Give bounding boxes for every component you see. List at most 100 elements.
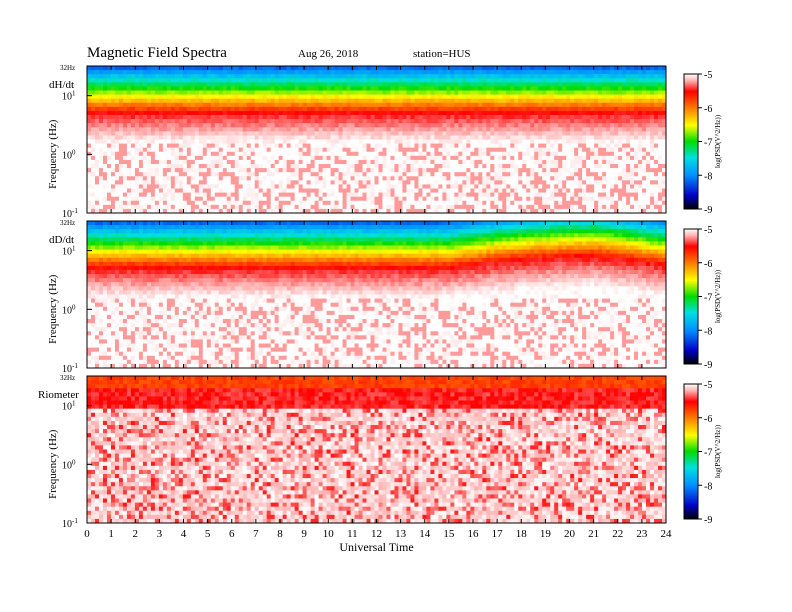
spectrogram-cell (470, 196, 475, 202)
spectrogram-cell (478, 90, 483, 95)
spectrogram-cell (482, 94, 487, 100)
spectrogram-cell (178, 155, 184, 161)
spectrogram-cell (482, 127, 487, 132)
spectrogram-cell (582, 86, 587, 91)
spectrogram-cell (514, 180, 519, 185)
spectrogram-cell (566, 135, 571, 140)
spectrogram-cell (350, 151, 355, 157)
spectrogram-cell (358, 98, 363, 104)
spectrogram-cell (114, 78, 120, 83)
spectrogram-cell (510, 110, 515, 116)
spectrogram-cell (106, 74, 112, 79)
spectrogram-cell (506, 180, 511, 185)
spectrogram-cell (114, 151, 120, 157)
spectrogram-cell (418, 208, 423, 214)
spectrogram-cell (446, 102, 451, 108)
spectrogram-cell (114, 159, 120, 165)
spectrogram-cell (546, 119, 551, 124)
spectrogram-cell (326, 139, 331, 144)
spectrogram-cell (198, 139, 204, 144)
spectrogram-cell (482, 115, 487, 120)
spectrogram-cell (98, 168, 104, 173)
spectrogram-cell (618, 155, 623, 161)
spectrogram-cell (414, 119, 419, 124)
spectrogram-cell (374, 131, 379, 136)
spectrogram-cell (530, 86, 535, 91)
spectrogram-cell (214, 70, 220, 75)
spectrogram-cell (422, 119, 427, 124)
spectrogram-cell (410, 74, 415, 79)
spectrogram-cell (242, 159, 248, 165)
spectrogram-cell (87, 98, 92, 104)
spectrogram-cell (414, 188, 419, 193)
spectrogram-cell (270, 78, 276, 83)
spectrogram-cell (542, 143, 547, 149)
spectrogram-cell (210, 172, 216, 177)
spectrogram-cell (110, 155, 116, 161)
spectrogram-cell (318, 196, 323, 202)
spectrogram-cell (466, 147, 471, 153)
spectrogram-cell (602, 115, 607, 120)
spectrogram-cell (142, 147, 148, 153)
spectrogram-cell (150, 127, 156, 132)
spectrogram-cell (210, 139, 216, 144)
spectrogram-cell (222, 155, 228, 161)
spectrogram-cell (454, 86, 459, 91)
spectrogram-cell (478, 184, 483, 189)
spectrogram-cell (438, 115, 443, 120)
spectrogram-cell (306, 94, 312, 100)
spectrogram-cell (362, 66, 367, 71)
spectrogram-cell (210, 82, 216, 87)
spectrogram-cell (166, 168, 172, 173)
spectrogram-cell (98, 127, 104, 132)
spectrogram-cell (538, 184, 543, 189)
spectrogram-cell (554, 110, 559, 116)
spectrogram-cell (574, 200, 579, 206)
spectrogram-cell (418, 66, 423, 71)
spectrogram-cell (382, 135, 387, 140)
spectrogram-cell (134, 119, 140, 124)
spectrogram-cell (626, 74, 631, 79)
spectrogram-cell (634, 90, 639, 95)
spectrogram-cell (258, 115, 264, 120)
spectrogram-cell (462, 131, 467, 136)
spectrogram-cell (230, 204, 236, 210)
spectrogram-cell (114, 115, 120, 120)
spectrogram-cell (626, 82, 631, 87)
spectrogram-cell (94, 184, 100, 189)
spectrogram-cell (254, 168, 260, 173)
spectrogram-cell (150, 184, 156, 189)
spectrogram-cell (278, 208, 284, 214)
spectrogram-cell (518, 131, 523, 136)
spectrogram-cell (546, 115, 551, 120)
spectrogram-cell (366, 102, 371, 108)
spectrogram-cell (122, 180, 128, 185)
spectrogram-cell (318, 208, 323, 214)
spectrogram-cell (478, 155, 483, 161)
spectrogram-cell (170, 143, 176, 149)
spectrogram-cell (526, 176, 531, 181)
spectrogram-cell (346, 180, 351, 185)
spectrogram-cell (322, 66, 327, 71)
spectrogram-cell (326, 86, 331, 91)
spectrogram-cell (322, 74, 327, 79)
spectrogram-cell (370, 127, 375, 132)
spectrogram-cell (122, 86, 128, 91)
spectrogram-cell (178, 106, 184, 112)
spectrogram-cell (418, 110, 423, 116)
spectrogram-cell (326, 168, 331, 173)
spectrogram-cell (130, 106, 136, 112)
spectrogram-cell (454, 204, 459, 210)
spectrogram-cell (482, 110, 487, 116)
spectrogram-cell (378, 135, 383, 140)
spectrogram-cell (342, 200, 347, 206)
spectrogram-cell (202, 82, 208, 87)
spectrogram-cell (102, 168, 108, 173)
spectrogram-cell (618, 94, 623, 100)
spectrogram-cell (278, 159, 284, 165)
spectrogram-cell (398, 151, 403, 157)
spectrogram-cell (130, 208, 136, 214)
spectrogram-cell (330, 102, 335, 108)
spectrogram-cell (366, 196, 371, 202)
spectrogram-cell (162, 172, 168, 177)
